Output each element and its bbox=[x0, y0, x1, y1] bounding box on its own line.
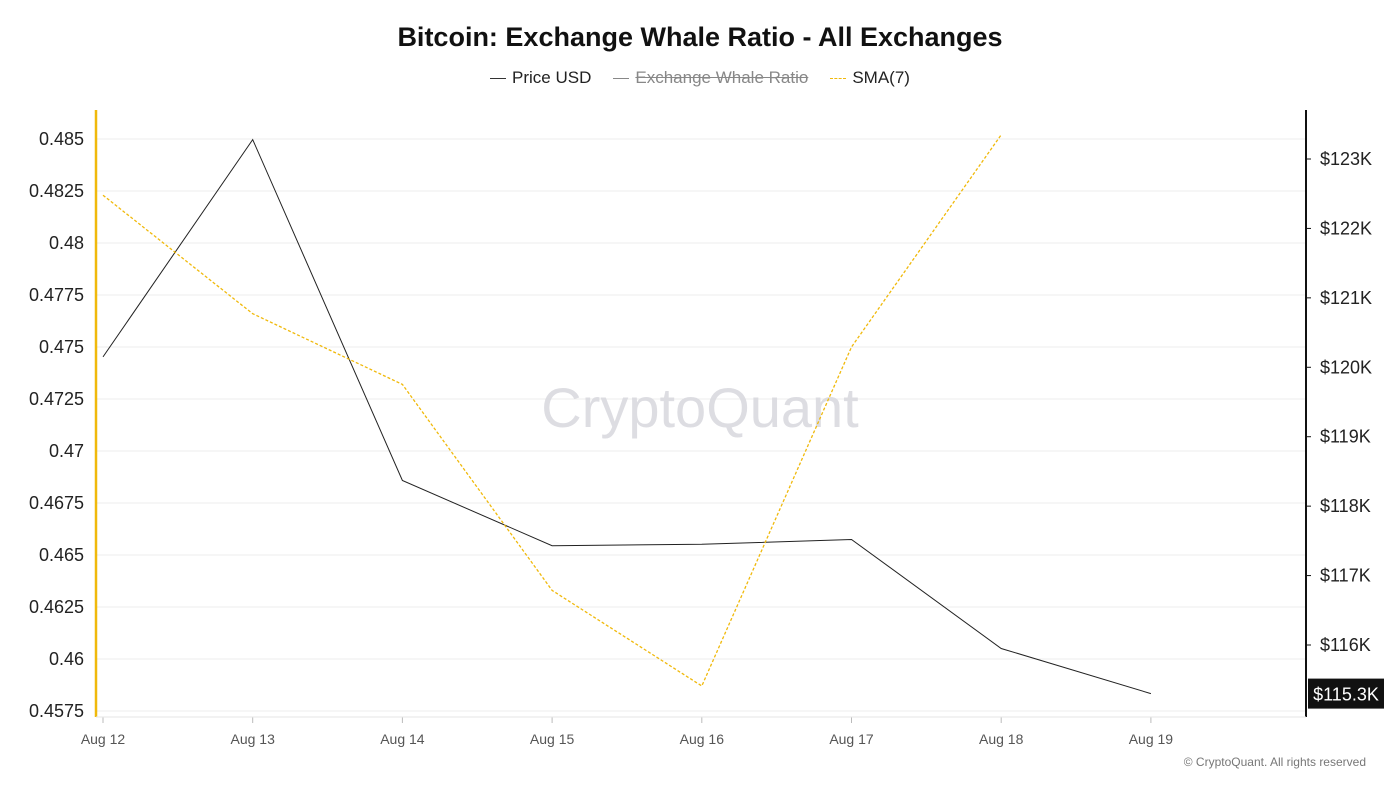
sma-line bbox=[102, 134, 1002, 687]
chart-title: Bitcoin: Exchange Whale Ratio - All Exch… bbox=[397, 22, 1003, 52]
last-value-badge: $115.3K bbox=[1308, 678, 1384, 709]
x-tick-label: Aug 12 bbox=[81, 731, 126, 747]
left-tick-label: 0.4675 bbox=[29, 493, 84, 513]
last-value-badge-label: $115.3K bbox=[1313, 685, 1379, 705]
left-tick-label: 0.485 bbox=[39, 129, 84, 149]
legend-label-whale-ratio: Exchange Whale Ratio bbox=[635, 68, 809, 87]
left-tick-label: 0.46 bbox=[49, 649, 84, 669]
price-line bbox=[102, 138, 1152, 695]
legend-label-sma: SMA(7) bbox=[852, 68, 910, 87]
copyright-text: © CryptoQuant. All rights reserved bbox=[1183, 755, 1366, 769]
left-tick-label: 0.475 bbox=[39, 337, 84, 357]
right-axis-ticks: $116K $117K $118K $119K $120K $121K $122K $123K bbox=[1306, 149, 1372, 655]
right-tick-label: $116K bbox=[1320, 635, 1371, 655]
legend-item-sma[interactable]: SMA(7) bbox=[830, 68, 910, 88]
watermark: CryptoQuant bbox=[541, 376, 859, 439]
legend-swatch-sma bbox=[830, 77, 847, 79]
right-tick-label: $117K bbox=[1320, 566, 1371, 586]
left-tick-label: 0.4725 bbox=[29, 389, 84, 409]
x-tick-label: Aug 16 bbox=[680, 731, 725, 747]
right-tick-label: $122K bbox=[1320, 218, 1372, 238]
series-layer bbox=[102, 134, 1152, 695]
legend: Price USD Exchange Whale Ratio SMA(7) bbox=[0, 68, 1400, 88]
x-tick-label: Aug 19 bbox=[1129, 731, 1174, 747]
x-tick-label: Aug 15 bbox=[530, 731, 575, 747]
legend-label-price: Price USD bbox=[512, 68, 592, 87]
right-tick-label: $121K bbox=[1320, 288, 1372, 308]
right-tick-label: $123K bbox=[1320, 149, 1372, 169]
last-value-badge-bg bbox=[1308, 678, 1384, 709]
left-tick-label: 0.4575 bbox=[29, 701, 84, 721]
x-axis-ticks: Aug 12 Aug 13 Aug 14 Aug 15 Aug 16 Aug 17 Aug … bbox=[81, 717, 1173, 747]
left-tick-label: 0.4625 bbox=[29, 597, 84, 617]
left-tick-label: 0.4775 bbox=[29, 285, 84, 305]
left-tick-label: 0.47 bbox=[49, 441, 84, 461]
left-tick-label: 0.4825 bbox=[29, 181, 84, 201]
legend-swatch-whale-ratio bbox=[613, 77, 630, 79]
x-tick-label: Aug 14 bbox=[380, 731, 425, 747]
left-tick-label: 0.48 bbox=[49, 233, 84, 253]
legend-item-whale-ratio[interactable]: Exchange Whale Ratio bbox=[613, 68, 808, 88]
left-tick-label: 0.465 bbox=[39, 545, 84, 565]
left-axis-ticks: 0.4575 0.46 0.4625 0.465 0.4675 0.47 0.4725 0.4… bbox=[29, 129, 84, 721]
right-tick-label: $120K bbox=[1320, 357, 1372, 377]
x-tick-label: Aug 17 bbox=[829, 731, 874, 747]
x-tick-label: Aug 18 bbox=[979, 731, 1024, 747]
legend-swatch-price bbox=[490, 77, 507, 79]
x-tick-label: Aug 13 bbox=[231, 731, 276, 747]
right-tick-label: $119K bbox=[1320, 427, 1371, 447]
right-tick-label: $118K bbox=[1320, 496, 1371, 516]
legend-item-price[interactable]: Price USD bbox=[490, 68, 591, 88]
